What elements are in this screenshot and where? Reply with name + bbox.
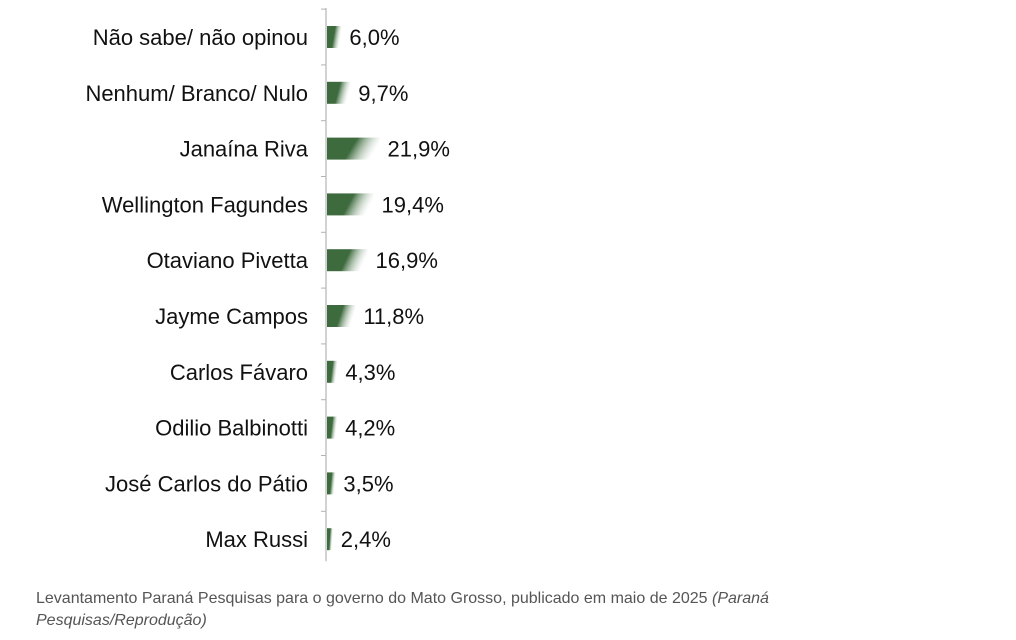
bar (327, 472, 336, 495)
category-label: Nenhum/ Branco/ Nulo (85, 81, 308, 106)
caption-credit: (Paraná Pesquisas/Reprodução) (36, 590, 769, 629)
bar (327, 249, 368, 272)
data-label: 21,9% (388, 137, 450, 162)
category-label: Janaína Riva (180, 137, 309, 162)
bar (327, 193, 374, 216)
data-label: 11,8% (363, 304, 424, 329)
category-label: Jayme Campos (155, 304, 308, 329)
bar-chart-svg: Não sabe/ não opinou 6,0% Nenhum/ Branco/ … (85, 8, 450, 562)
bar (327, 137, 380, 160)
category-label: Otaviano Pivetta (147, 248, 309, 273)
caption-text: Levantamento Paraná Pesquisas para o gov… (36, 590, 708, 607)
data-label: 9,7% (358, 81, 408, 106)
category-label: Wellington Fagundes (102, 192, 308, 217)
data-label: 2,4% (341, 527, 391, 552)
bar (327, 26, 342, 48)
category-label: Não sabe/ não opinou (93, 25, 308, 50)
data-label: 4,3% (345, 360, 395, 385)
bar (327, 360, 338, 383)
category-label: Carlos Fávaro (170, 360, 308, 385)
category-label: José Carlos do Pátio (105, 471, 308, 496)
data-label: 4,2% (345, 416, 395, 441)
data-label: 3,5% (343, 471, 393, 496)
bar (327, 305, 356, 327)
category-label: Max Russi (205, 527, 308, 552)
bar (327, 81, 351, 104)
figure-caption: Levantamento Paraná Pesquisas para o gov… (36, 588, 916, 632)
category-label: Odilio Balbinotti (155, 416, 308, 441)
bar (327, 416, 338, 439)
data-label: 16,9% (376, 248, 438, 273)
bar (327, 528, 333, 551)
data-label: 19,4% (382, 192, 444, 217)
bar-chart: Não sabe/ não opinou 6,0% Nenhum/ Branco/ … (85, 8, 450, 562)
data-label: 6,0% (349, 25, 399, 50)
